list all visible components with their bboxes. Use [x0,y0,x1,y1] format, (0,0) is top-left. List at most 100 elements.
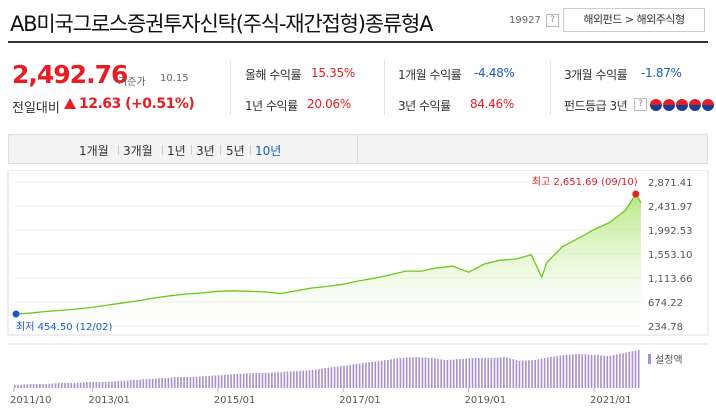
volume-bar [540,358,543,388]
volume-bar [409,357,411,388]
volume-bar [415,357,417,388]
volume-bar [57,383,60,388]
volume-bar [456,359,458,388]
volume-bar [195,376,198,388]
volume-bar [17,384,19,388]
volume-bar [609,355,612,388]
period-tab-group: 1개월 3개월 1년 3년 5년 10년 [9,135,358,163]
volume-bar [61,383,63,388]
volume-bar [343,365,345,388]
volume-bar [158,378,160,388]
tab-divider [162,145,163,155]
volume-bar [355,364,358,388]
volume-bar [547,357,549,388]
return-value-3m: -1.87% [641,66,682,80]
y-tick-label: 1,992.53 [648,226,693,237]
volume-bar [161,378,163,388]
tab-5y[interactable]: 5년 [226,144,245,158]
fund-header: AB미국그로스증권투자신탁(주식-재간접형)종류형A 19927 ? 해외펀드 … [10,8,710,38]
volume-bar [227,374,229,388]
volume-bar [48,383,51,388]
volume-bar [261,373,264,388]
divider [230,60,231,115]
volume-bar [537,359,540,388]
volume-bar [233,374,235,388]
volume-bar [465,358,467,388]
volume-bar [305,370,308,388]
help-icon[interactable]: ? [634,98,647,111]
volume-bar [73,383,76,388]
volume-bar [349,364,351,388]
volume-bar [427,357,430,388]
volume-bar [358,363,361,388]
volume-bar [478,358,480,388]
volume-bar [499,357,502,388]
volume-bar [217,375,220,388]
volume-bar [365,362,367,388]
volume-bar [264,373,267,388]
tab-1m[interactable]: 1개월 [79,144,109,158]
volume-bar [487,358,489,388]
volume-bar [26,384,29,388]
volume-bar [239,373,242,388]
grade-icon [702,99,714,111]
price-chart[interactable]: 2,871.41 2,431.97 1,992.53 1,553.10 1,113.66… [0,169,716,414]
volume-bar [340,366,342,388]
volume-bar [484,358,486,388]
x-tick-label: 2013/01 [88,395,130,406]
high-marker [632,190,640,198]
volume-bar [246,373,248,388]
volume-bar [89,382,91,388]
volume-bar [299,370,301,388]
x-tick-label: 2015/01 [214,395,256,406]
y-tick-label: 674.22 [648,298,683,309]
return-value-3y: 84.46% [470,97,514,111]
volume-bar [553,356,555,388]
legend-swatch [648,354,651,364]
volume-bar [202,376,204,388]
volume-bar [136,379,138,388]
volume-bar [133,380,135,388]
return-label-3m: 3개월 수익률 [564,68,628,82]
low-marker [12,310,20,318]
tab-10y[interactable]: 10년 [255,144,282,158]
header-divider [8,41,708,43]
category-breadcrumb[interactable]: 해외펀드 > 해외주식형 [563,8,705,32]
volume-bar [302,370,304,388]
volume-bar [186,377,188,388]
chart-frame [7,169,709,336]
volume-bar [123,380,126,388]
volume-bar [603,355,605,388]
tab-3m[interactable]: 3개월 [123,144,153,158]
volume-bar [220,375,223,388]
return-label-3y: 3년 수익률 [398,99,451,113]
volume-bar [437,359,439,388]
volume-bar [440,359,442,388]
price-date: 10.15 [160,73,189,84]
volume-bar [114,381,116,388]
fund-code: 19927 [509,15,541,26]
volume-bar [368,362,370,388]
x-tick-label: 2011/10 [10,395,52,406]
volume-bar [289,371,292,388]
tab-divider [118,145,119,155]
volume-bar [255,373,257,388]
volume-bar [277,372,279,388]
volume-bar [67,383,69,388]
tab-1y[interactable]: 1년 [167,144,186,158]
price-change: 12.63 (+0.51%) [79,96,195,112]
volume-bar [481,358,483,388]
volume-bar [98,382,101,388]
volume-bar [468,358,471,388]
volume-bar [39,384,41,388]
tab-3y[interactable]: 3년 [196,144,215,158]
volume-bar [249,373,251,388]
volume-bar [493,357,496,388]
legend-label: 설정액 [655,354,683,366]
volume-bar [177,377,179,388]
volume-bar [506,357,508,388]
return-label-ytd: 올해 수익률 [245,68,302,82]
help-icon[interactable]: ? [546,14,559,27]
volume-bar [148,378,151,388]
return-label-1y: 1년 수익률 [245,99,298,113]
